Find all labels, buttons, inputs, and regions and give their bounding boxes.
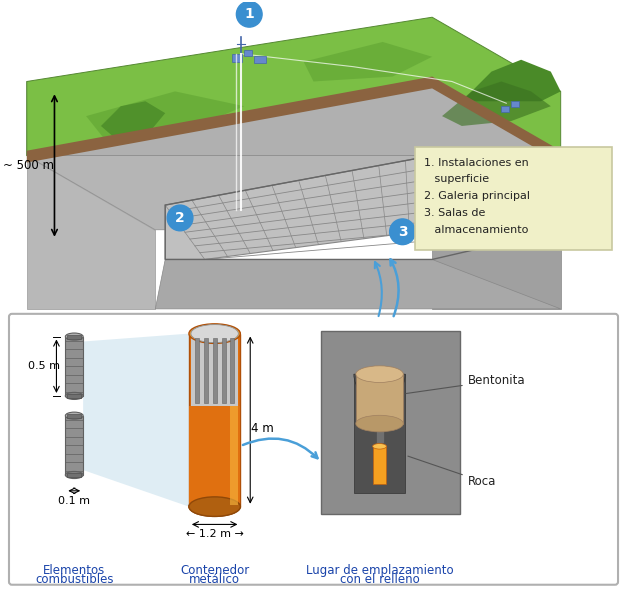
Ellipse shape [191,324,238,343]
Ellipse shape [65,333,83,340]
Text: ← 1.2 m →: ← 1.2 m → [186,529,244,539]
Polygon shape [86,91,244,141]
Polygon shape [101,101,165,139]
Ellipse shape [356,366,403,382]
Bar [356,374,403,424]
Text: almacenamiento: almacenamiento [424,225,529,235]
Polygon shape [83,333,189,507]
Wedge shape [354,374,405,400]
Text: 1. Instalaciones en: 1. Instalaciones en [424,158,529,168]
Ellipse shape [189,497,241,516]
Text: con el relleno: con el relleno [340,573,419,586]
Polygon shape [165,156,560,260]
Bar [321,330,460,513]
Text: ~ 500 m: ~ 500 m [3,159,55,172]
Bar [254,56,266,63]
Bar [373,446,386,484]
Text: 0.5 m: 0.5 m [28,361,60,371]
Text: metálico: metálico [189,573,240,586]
Polygon shape [304,42,432,81]
Bar [191,332,238,409]
Bar [213,337,216,404]
Circle shape [167,205,193,231]
FancyBboxPatch shape [9,314,618,585]
Bar [231,337,234,404]
Ellipse shape [373,444,386,449]
Ellipse shape [65,412,83,419]
Text: combustibles: combustibles [35,573,113,586]
Bar [65,336,83,396]
Bar [68,414,81,418]
Bar [189,407,241,507]
Text: 3: 3 [397,225,407,239]
Polygon shape [156,260,560,309]
Ellipse shape [65,392,83,399]
Bar [502,106,509,112]
Bar [232,54,242,62]
Polygon shape [27,77,560,163]
Polygon shape [27,156,560,230]
Polygon shape [432,156,560,309]
Ellipse shape [189,497,241,516]
Bar [376,428,384,443]
Polygon shape [462,60,560,101]
Bar [244,50,252,56]
Text: Elementos: Elementos [43,565,105,578]
Bar [65,416,83,475]
Bar [189,333,241,507]
Polygon shape [442,81,551,126]
Ellipse shape [356,415,403,432]
Ellipse shape [189,324,241,343]
Ellipse shape [65,471,83,478]
Bar [354,374,405,493]
Text: 2: 2 [175,211,185,225]
Bar [68,394,81,398]
Text: 4 m: 4 m [250,422,273,435]
Circle shape [236,1,262,27]
Text: 0.1 m: 0.1 m [58,496,91,506]
Polygon shape [27,17,560,156]
Text: Roca: Roca [408,456,496,488]
Text: Bentonita: Bentonita [406,374,525,394]
Text: Contenedor: Contenedor [180,565,249,578]
Text: Lugar de emplazamiento: Lugar de emplazamiento [306,565,453,578]
Bar [68,335,81,339]
Bar [512,101,519,107]
Text: 2. Galeria principal: 2. Galeria principal [424,191,530,201]
Text: 1: 1 [244,7,254,21]
Text: 3. Salas de: 3. Salas de [424,208,485,218]
Bar [221,337,226,404]
Polygon shape [27,156,156,309]
FancyBboxPatch shape [415,147,612,250]
Bar [231,407,238,504]
Bar [204,337,208,404]
Bar [68,473,81,477]
Circle shape [389,219,415,245]
Bar [195,337,199,404]
Text: superficie: superficie [424,175,489,184]
Polygon shape [27,81,560,156]
